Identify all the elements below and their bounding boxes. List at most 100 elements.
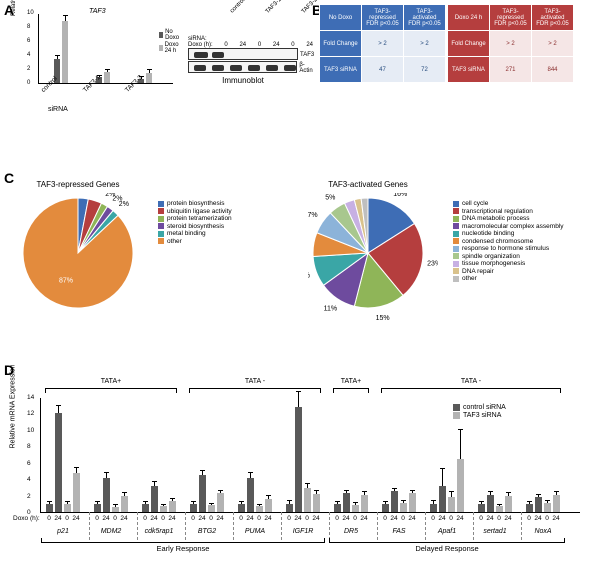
bar-d [265,499,272,512]
gene-label: FAS [381,528,417,535]
gene-label: sertad1 [477,528,513,535]
pie-legend-item: condensed chromosome [453,238,564,245]
pie-legend-item: ubiquitin ligase activity [158,208,232,215]
panel-a: TAF3 Relative mRNA Expression 0246810 No… [8,4,308,114]
legend-item: Doxo 24 h [159,42,181,54]
bar-d [142,504,149,512]
th: TAF3-repressed FDR p<0.05 [490,5,532,31]
bar-a-doxo [146,73,152,84]
table-b: No DoxoTAF3-repressed FDR p<0.05TAF3-act… [319,4,446,83]
gene-label: DR5 [333,528,369,535]
errbar [442,469,443,485]
bar-d [46,504,53,512]
tick-d: 24 [405,515,419,522]
bar-d [352,505,359,512]
tick-d: 24 [261,515,275,522]
errbar [58,406,59,413]
bar-d [112,507,119,512]
bar-d [343,493,350,512]
tick-d: 24 [213,515,227,522]
bar-d [544,503,551,512]
pie-chart: TAF3-repressed Genes 3%4%2%2%2%87% [18,180,148,323]
pie-legend-item: other [158,238,232,245]
bar-d [430,504,437,512]
blot-col: TAF3-1 [262,0,286,18]
bar-d [526,504,533,512]
section-label: Early Response [41,544,325,553]
errbar [193,502,194,504]
svg-text:87%: 87% [59,278,73,285]
bar-d [391,491,398,512]
bar-d [505,496,512,512]
svg-text:2%: 2% [119,201,129,208]
th: Fold Change [448,31,490,57]
th: TAF3 siRNA [448,57,490,83]
pie-legend-item: protein tetramerization [158,215,232,222]
errbar [337,502,338,504]
bracket-top: TATA+ [333,388,369,392]
errbar [67,502,68,504]
bar-d [73,473,80,512]
errbar [65,16,66,22]
bar-d [496,506,503,512]
legend-item: No Doxo [159,29,181,41]
bar-a-doxo [104,72,110,83]
errbar [250,473,251,477]
th: TAF3-activated FDR p<0.05 [532,5,574,31]
table-b: Doxo 24 hTAF3-repressed FDR p<0.05TAF3-a… [447,4,574,83]
svg-text:7%: 7% [308,212,318,219]
gene-label: p21 [45,528,81,535]
bar-a-doxo [62,21,68,83]
errbar [76,468,77,472]
pie-legend-item: transcriptional regulation [453,208,564,215]
pie-legend-item: spindle organization [453,253,564,260]
gene-label: Apaf1 [429,528,465,535]
errbar [490,492,491,494]
td: > 2 [532,31,574,57]
pie-legend-item: response to hormone stimulus [453,245,564,252]
errbar [202,471,203,475]
ytick: 6 [27,460,31,467]
bar-d [400,503,407,512]
bar-d [256,506,263,512]
gene-label: IGF1R [285,528,321,535]
svg-text:9%: 9% [308,273,310,280]
bar-d [457,459,464,512]
errbar [394,489,395,491]
bar-d [64,504,71,512]
errbar [538,495,539,497]
tick-d: 24 [501,515,515,522]
ytick: 0 [27,80,30,86]
th: Doxo 24 h [448,5,490,31]
legend-item: control siRNA [453,404,506,411]
errbar [298,392,299,407]
errbar [364,492,365,494]
ytick: 12 [27,410,34,417]
errbar [289,501,290,503]
errbar [163,505,164,507]
tick-d: 24 [165,515,179,522]
td: 72 [404,57,446,83]
pie-legend-item: macromolecular complex assembly [453,223,564,230]
bracket-bot [41,539,325,543]
td: > 2 [404,31,446,57]
bar-d [487,495,494,512]
bar-d [409,493,416,512]
errbar [346,491,347,493]
svg-text:5%: 5% [325,194,335,201]
gene-label: BTG2 [189,528,225,535]
bar-d [439,486,446,512]
chart-a: TAF3 Relative mRNA Expression 0246810 No… [38,14,173,84]
th: TAF3-repressed FDR p<0.05 [362,5,404,31]
errbar [403,501,404,503]
bracket-top: TATA - [381,388,561,392]
pie-legend-item: cell cycle [453,200,564,207]
errbar [451,492,452,497]
ytick: 8 [27,24,30,30]
bar-d [535,497,542,512]
svg-text:23%: 23% [427,260,438,267]
errbar [154,482,155,486]
bar-d [103,478,110,513]
pie-svg: 16%23%15%11%9%7%7%5%3%2%2% [308,193,438,323]
errbar [149,70,150,72]
